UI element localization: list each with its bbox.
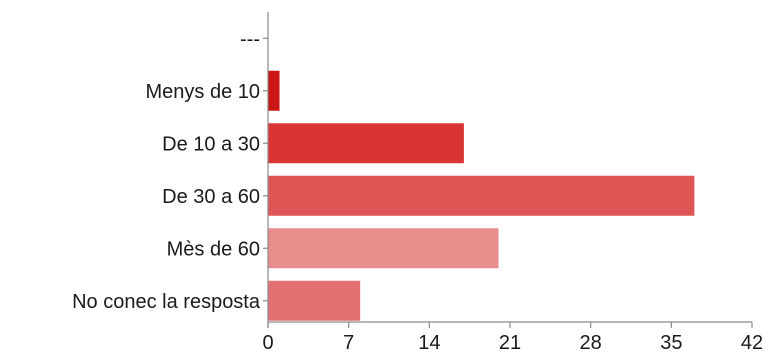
- x-tick-label-3: 21: [499, 332, 521, 354]
- x-tick-label-4: 28: [580, 332, 602, 354]
- category-labels-group: --- Menys de 10 De 10 a 30 De 30 a 60 Mès de…: [72, 28, 268, 313]
- bars-group: [268, 70, 695, 321]
- category-label-1: Menys de 10: [145, 81, 260, 103]
- x-tick-label-1: 7: [343, 332, 354, 354]
- category-label-0: ---: [240, 28, 260, 50]
- bar-4: [268, 228, 499, 269]
- x-tick-label-5: 35: [660, 332, 682, 354]
- x-ticks-group: 0 7 14 21 28 35 42: [262, 322, 763, 354]
- bar-2: [268, 123, 464, 164]
- x-tick-label-2: 14: [418, 332, 440, 354]
- category-label-2: De 10 a 30: [162, 133, 260, 155]
- category-label-5: No conec la resposta: [72, 291, 261, 313]
- bar-1: [268, 70, 280, 111]
- bar-3: [268, 175, 695, 216]
- x-tick-label-6: 42: [741, 332, 763, 354]
- category-label-4: Mès de 60: [167, 238, 260, 260]
- bar-5: [268, 280, 361, 321]
- x-tick-label-0: 0: [262, 332, 273, 354]
- category-label-3: De 30 a 60: [162, 186, 260, 208]
